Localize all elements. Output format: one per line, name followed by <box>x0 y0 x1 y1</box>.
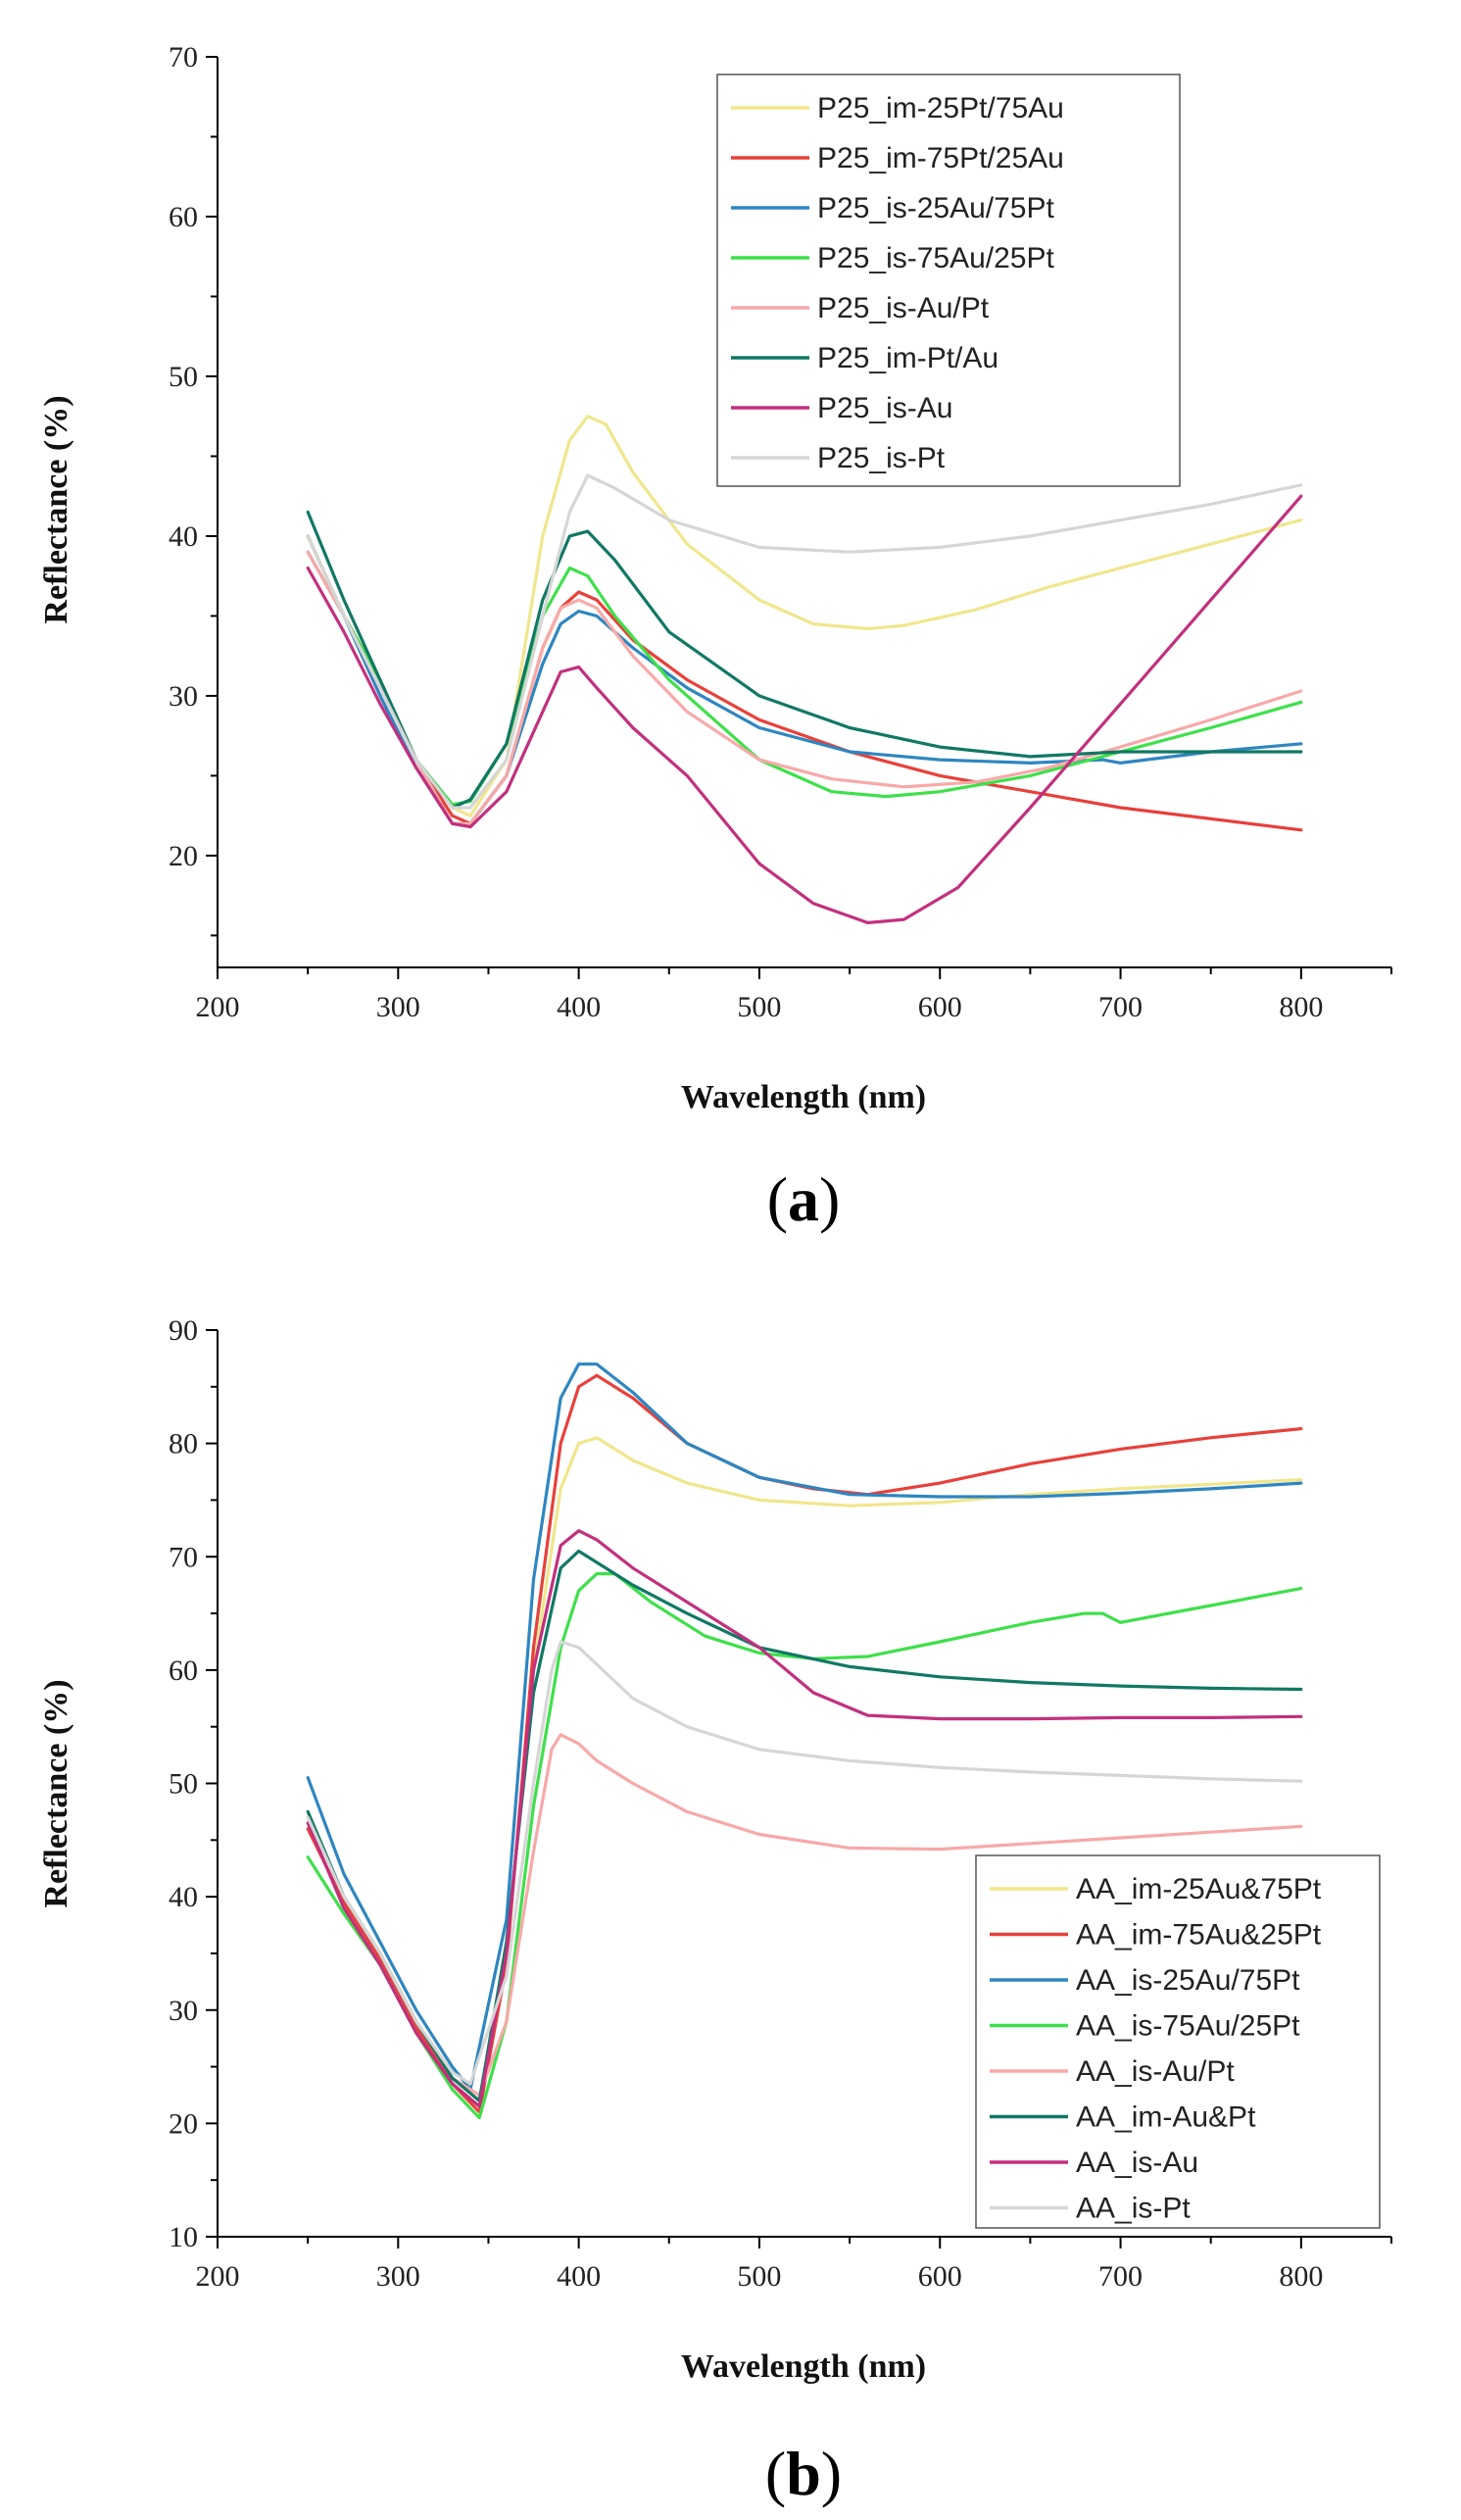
caption-b: (b) <box>765 2439 842 2508</box>
panel-b-legend-label-7: AA_is-Au <box>1076 2147 1198 2179</box>
panel-a-x-tick-label: 500 <box>737 991 781 1023</box>
panel-a-legend-label-1: P25_im-25Pt/75Au <box>817 92 1064 124</box>
panel-b-series-line-2 <box>306 1373 1303 2114</box>
panel-b-y-tick-label: 60 <box>169 1655 198 1687</box>
panel-b-series-line-7 <box>306 1529 1303 2108</box>
panel-b-series <box>306 1362 1303 2120</box>
panel-a-x-tick-label: 200 <box>196 991 240 1023</box>
panel-b-x-tick-label: 800 <box>1279 2260 1323 2293</box>
panel-a-legend: P25_im-25Pt/75Au P25_im-75Pt/25Au P25_is-2… <box>716 74 1181 487</box>
panel-a-series-line-3 <box>306 550 1303 825</box>
panel-a-axes: 20 30 40 50 60 70 200 300 400 500 600 700 800 <box>169 41 1392 1023</box>
panel-b-x-tick-label: 400 <box>557 2260 601 2293</box>
panel-a-legend-label-3: P25_is-25Au/75Pt <box>817 192 1054 224</box>
panel-b-x-tick-label: 500 <box>737 2260 781 2293</box>
panel-a-legend-label-6: P25_im-Pt/Au <box>817 342 998 374</box>
panel-b-legend-label-4: AA_is-75Au/25Pt <box>1076 2010 1300 2043</box>
panel-b-y-tick-label: 80 <box>169 1428 198 1460</box>
panel-b-legend-label-5: AA_is-Au/Pt <box>1076 2055 1235 2088</box>
panel-b-y-tick-label: 40 <box>169 1881 198 1913</box>
caption-b-letter: b <box>786 2439 821 2508</box>
panel-a-series-line-5 <box>306 550 1303 825</box>
panel-a-series-line-4 <box>306 534 1303 807</box>
panel-a-x-tick-label: 600 <box>918 991 962 1023</box>
panel-b-legend-label-3: AA_is-25Au/75Pt <box>1076 1964 1300 1997</box>
panel-b-legend-label-8: AA_is-Pt <box>1076 2193 1191 2225</box>
panel-b-series-line-4 <box>306 1572 1303 2120</box>
panel-b-y-tick-label: 90 <box>169 1314 198 1347</box>
panel-b-y-tick-label: 20 <box>169 2107 198 2140</box>
panel-b-legend-label-6: AA_im-Au&Pt <box>1076 2101 1256 2134</box>
panel-a-x-tick-label: 400 <box>557 991 601 1023</box>
panel-a-series-line-8 <box>306 473 1303 810</box>
panel-a-y-tick-label: 60 <box>169 201 198 233</box>
panel-b-y-tick-label: 70 <box>169 1541 198 1573</box>
panel-a-x-tick-label: 800 <box>1279 991 1323 1023</box>
panel-a-y-tick-label: 30 <box>169 680 198 713</box>
panel-a-legend-label-2: P25_im-75Pt/25Au <box>817 142 1064 174</box>
panel-a-x-axis-title: Wavelength (nm) <box>681 1079 926 1115</box>
panel-b-y-tick-label: 10 <box>169 2221 198 2253</box>
panel-b-series-line-8 <box>306 1640 1303 2086</box>
panel-a-y-tick-label: 50 <box>169 361 198 393</box>
panel-b-y-tick-label: 50 <box>169 1768 198 1801</box>
panel-b-x-tick-label: 600 <box>918 2260 962 2293</box>
panel-b-x-tick-label: 700 <box>1098 2260 1143 2293</box>
panel-a-legend-box <box>716 74 1181 487</box>
panel-a-y-axis-title: Reflectance (%) <box>38 395 74 623</box>
panel-b-axes: 10 20 30 40 50 60 70 80 90 200 300 400 500 600 700 800 <box>169 1314 1392 2293</box>
panel-b-legend: AA_im-25Au&75Pt AA_im-75Au&25Pt AA_is-25Au… <box>975 1854 1381 2229</box>
caption-a-letter: a <box>788 1164 819 1234</box>
panel-a-legend-label-7: P25_is-Au <box>817 392 952 424</box>
panel-a: 20 30 40 50 60 70 200 300 400 500 600 700 800 Wavele… <box>38 41 1392 1115</box>
panel-a-series <box>306 415 1303 924</box>
panel-b-legend-box <box>975 1854 1381 2229</box>
caption-a: (a) <box>767 1164 841 1234</box>
panel-b-y-axis-title: Reflectance (%) <box>38 1679 74 1907</box>
panel-a-y-tick-label: 70 <box>169 41 198 74</box>
panel-a-series-line-2 <box>306 534 1303 832</box>
panel-a-legend-label-8: P25_is-Pt <box>817 442 946 474</box>
panel-b-y-tick-label: 30 <box>169 1995 198 2027</box>
panel-a-y-tick-label: 40 <box>169 520 198 553</box>
panel-a-legend-label-5: P25_is-Au/Pt <box>817 292 990 324</box>
panel-b-x-axis-title: Wavelength (nm) <box>681 2348 926 2385</box>
panel-b-x-tick-label: 300 <box>376 2260 420 2293</box>
panel-b-legend-label-2: AA_im-75Au&25Pt <box>1076 1919 1322 1952</box>
panel-a-series-line-7 <box>306 494 1303 924</box>
panel-a-legend-label-4: P25_is-75Au/25Pt <box>817 242 1054 274</box>
panel-a-x-tick-label: 700 <box>1098 991 1143 1023</box>
panel-b-legend-label-1: AA_im-25Au&75Pt <box>1076 1873 1322 1905</box>
panel-b-series-line-3 <box>306 1362 1303 2092</box>
panel-a-x-tick-label: 300 <box>376 991 420 1023</box>
panel-a-y-tick-label: 20 <box>169 840 198 872</box>
panel-a-series-line-6 <box>306 510 1303 810</box>
panel-b-x-tick-label: 200 <box>196 2260 240 2293</box>
